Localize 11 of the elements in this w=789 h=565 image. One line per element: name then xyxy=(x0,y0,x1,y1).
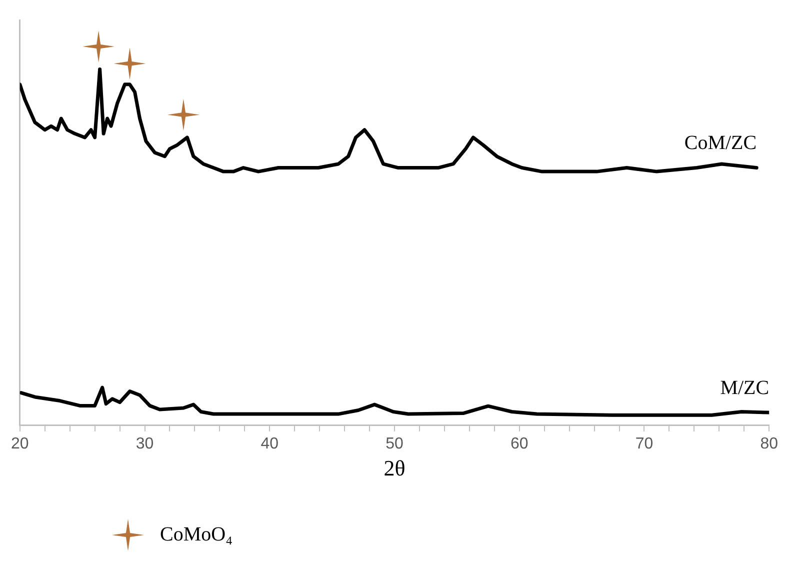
x-axis-title: 2θ xyxy=(384,456,406,481)
x-tick-label: 40 xyxy=(260,435,279,452)
x-tick-label: 20 xyxy=(11,435,29,452)
series-label: CoM/ZC xyxy=(684,132,757,154)
x-tick-label: 80 xyxy=(760,435,778,452)
x-tick-label: 50 xyxy=(386,435,404,452)
series-label: M/ZC xyxy=(720,376,770,399)
x-tick-label: 70 xyxy=(635,435,654,452)
x-tick-label: 60 xyxy=(510,435,528,452)
legend-label: CoMoO₄ xyxy=(160,523,233,546)
x-tick-label: 30 xyxy=(136,435,154,452)
